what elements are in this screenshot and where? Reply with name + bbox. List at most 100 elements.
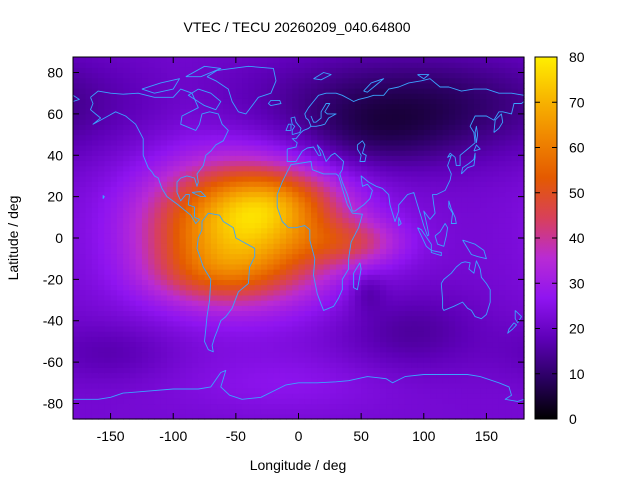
- vtec-cell: [417, 243, 425, 249]
- vtec-cell: [79, 387, 87, 394]
- vtec-cell: [292, 367, 300, 374]
- vtec-cell: [448, 258, 456, 265]
- vtec-cell: [436, 408, 444, 415]
- vtec-cell: [367, 62, 375, 68]
- vtec-cell: [98, 72, 105, 79]
- vtec-cell: [373, 403, 381, 410]
- vtec-cell: [223, 279, 231, 286]
- vtec-cell: [160, 243, 168, 249]
- vtec-cell: [336, 232, 343, 239]
- vtec-cell: [229, 175, 237, 182]
- vtec-cell: [373, 346, 381, 353]
- vtec-cell: [329, 294, 337, 301]
- vtec-cell: [204, 398, 212, 405]
- vtec-cell: [336, 351, 343, 358]
- vtec-cell: [273, 119, 281, 125]
- vtec-cell: [123, 98, 130, 105]
- vtec-cell: [348, 134, 356, 141]
- vtec-cell: [398, 367, 406, 374]
- vtec-cell: [235, 351, 243, 358]
- vtec-cell: [317, 248, 325, 255]
- vtec-cell: [461, 206, 469, 213]
- vtec-cell: [492, 356, 500, 363]
- vtec-cell: [267, 129, 275, 136]
- vtec-cell: [398, 134, 406, 141]
- vtec-cell: [148, 222, 156, 229]
- vtec-cell: [110, 134, 118, 141]
- vtec-cell: [498, 398, 506, 405]
- vtec-cell: [455, 248, 462, 255]
- vtec-cell: [461, 82, 469, 89]
- vtec-cell: [292, 165, 300, 172]
- vtec-cell: [473, 331, 481, 337]
- vtec-cell: [192, 62, 199, 68]
- vtec-cell: [242, 134, 249, 141]
- vtec-cell: [461, 289, 469, 296]
- vtec-cell: [436, 382, 444, 389]
- vtec-cell: [511, 165, 519, 172]
- vtec-cell: [342, 248, 350, 255]
- vtec-cell: [323, 160, 331, 167]
- vtec-cell: [461, 144, 469, 151]
- vtec-cell: [467, 67, 475, 74]
- vtec-cell: [342, 124, 350, 130]
- vtec-cell: [398, 212, 406, 218]
- vtec-cell: [129, 346, 137, 353]
- vtec-cell: [392, 310, 400, 317]
- vtec-cell: [98, 62, 105, 68]
- vtec-cell: [110, 356, 118, 363]
- vtec-cell: [511, 341, 519, 348]
- vtec-cell: [436, 139, 444, 146]
- vtec-cell: [404, 243, 412, 249]
- vtec-cell: [311, 300, 318, 306]
- vtec-cell: [217, 124, 224, 130]
- vtec-cell: [317, 227, 325, 234]
- vtec-cell: [361, 222, 368, 229]
- vtec-cell: [348, 217, 356, 224]
- vtec-cell: [123, 191, 130, 198]
- vtec-cell: [285, 150, 293, 156]
- vtec-cell: [480, 191, 488, 198]
- vtec-cell: [279, 310, 287, 317]
- vtec-cell: [336, 403, 343, 410]
- vtec-cell: [361, 134, 368, 141]
- vtec-cell: [229, 181, 237, 187]
- vtec-cell: [110, 88, 118, 94]
- vtec-cell: [292, 310, 300, 317]
- vtec-cell: [486, 382, 494, 389]
- vtec-cell: [498, 165, 506, 172]
- vtec-cell: [455, 336, 462, 343]
- vtec-cell: [317, 124, 325, 130]
- vtec-cell: [517, 144, 525, 151]
- vtec-cell: [116, 201, 124, 208]
- vtec-cell: [323, 119, 331, 125]
- vtec-cell: [480, 144, 488, 151]
- vtec-cell: [223, 310, 231, 317]
- vtec-cell: [298, 67, 306, 74]
- vtec-cell: [273, 305, 281, 311]
- vtec-cell: [404, 103, 412, 110]
- vtec-cell: [505, 269, 513, 275]
- vtec-cell: [235, 341, 243, 348]
- vtec-cell: [361, 238, 368, 244]
- vtec-cell: [354, 232, 362, 239]
- vtec-cell: [179, 77, 187, 84]
- vtec-cell: [348, 346, 356, 353]
- vtec-cell: [473, 300, 481, 306]
- vtec-cell: [217, 305, 224, 311]
- vtec-cell: [248, 305, 256, 311]
- vtec-cell: [235, 232, 243, 239]
- vtec-cell: [204, 413, 212, 420]
- vtec-cell: [116, 356, 124, 363]
- vtec-cell: [267, 165, 275, 172]
- vtec-cell: [505, 398, 513, 405]
- vtec-cell: [342, 181, 350, 187]
- vtec-cell: [336, 227, 343, 234]
- vtec-cell: [448, 88, 456, 94]
- vtec-cell: [173, 144, 181, 151]
- vtec-cell: [123, 72, 130, 79]
- vtec-cell: [379, 93, 387, 99]
- vtec-cell: [354, 284, 362, 291]
- vtec-cell: [116, 294, 124, 301]
- vtec-cell: [242, 88, 249, 94]
